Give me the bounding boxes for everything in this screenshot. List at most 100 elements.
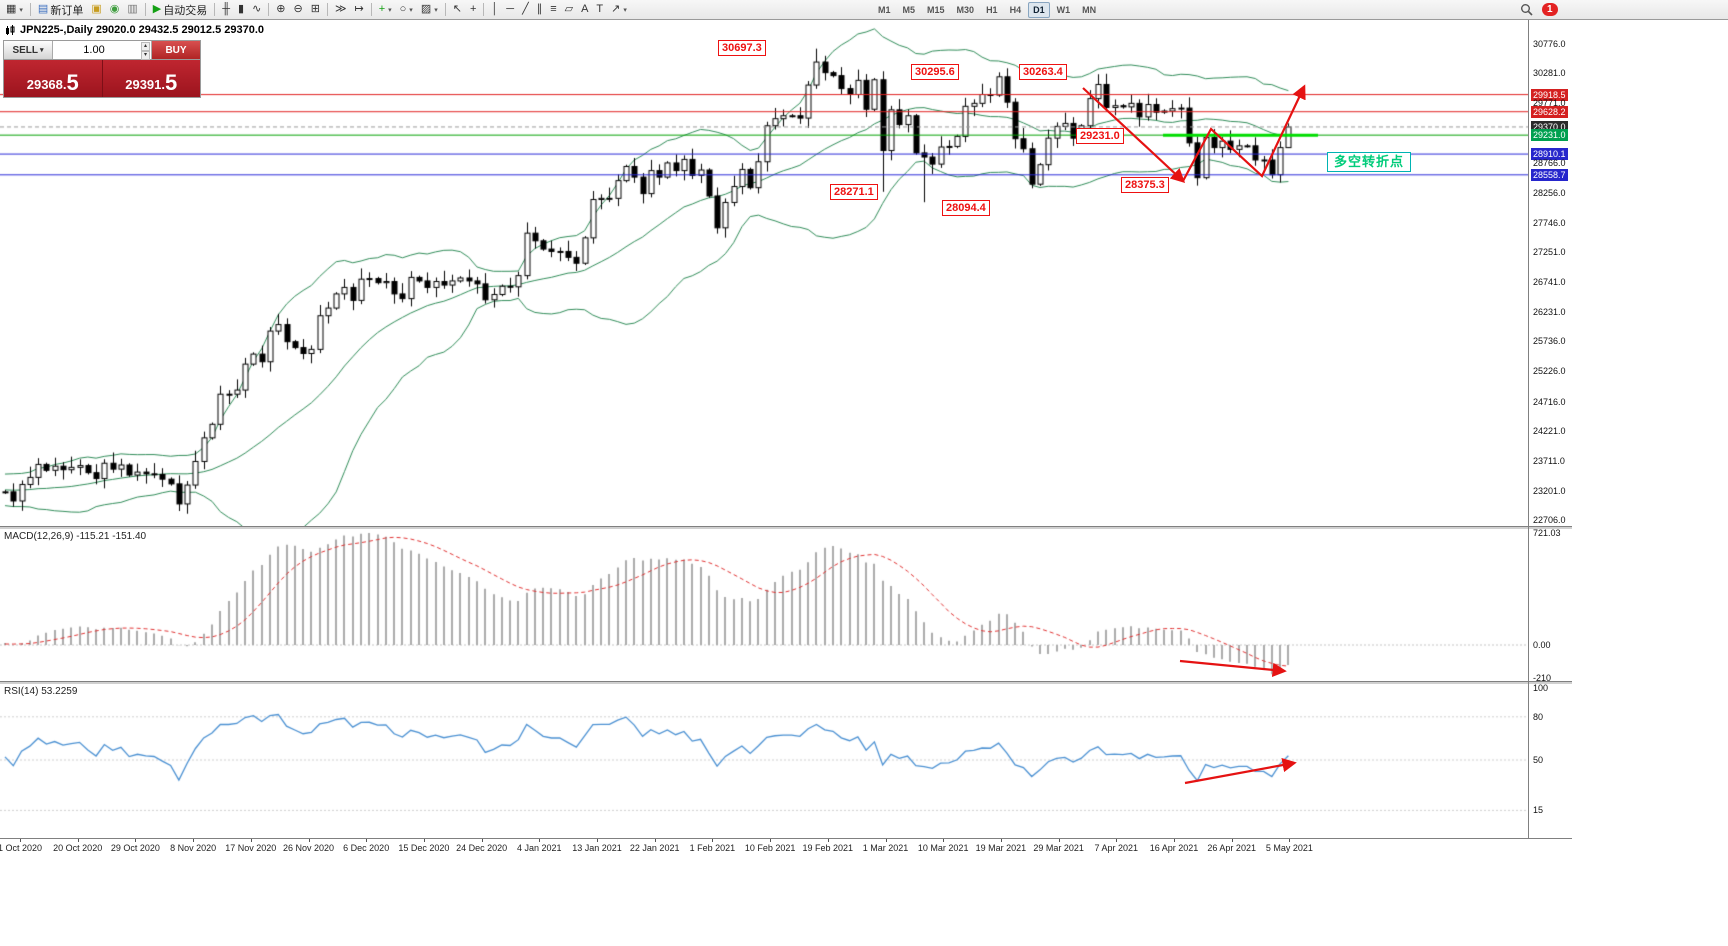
timeframe-mn-button[interactable]: MN — [1082, 4, 1097, 15]
templates-dropdown-icon[interactable]: ▾ — [434, 6, 438, 14]
time-axis[interactable]: 1 Oct 2020 20 Oct 2020 29 Oct 2020 8 Nov 20… — [0, 839, 1572, 863]
indicators-button[interactable]: + ▾ — [376, 2, 395, 17]
chart-shift-button[interactable]: ↦ — [351, 2, 366, 17]
volume-down-icon[interactable]: ▾ — [140, 51, 150, 60]
volume-spinner[interactable]: ▴ ▾ — [140, 42, 150, 60]
time-axis-tick — [135, 839, 137, 842]
timeframe-m30-button[interactable]: M30 — [956, 4, 975, 15]
zoom-in-icon: ⊕ — [276, 3, 286, 15]
candlestick-type-button[interactable]: ▮ — [235, 2, 247, 17]
macd-panel-canvas[interactable] — [0, 528, 1528, 681]
vertical-line-button[interactable]: │ — [488, 2, 501, 17]
navigator-button[interactable]: ◉ — [107, 2, 123, 17]
buy-price-big-digit: 5 — [165, 70, 178, 95]
trendline-button[interactable]: ╱ — [519, 2, 532, 17]
shapes-button[interactable]: ▱ — [562, 2, 576, 17]
zoom-in-button[interactable]: ⊕ — [273, 2, 288, 17]
swing-price-label[interactable]: 28094.4 — [942, 200, 990, 216]
time-axis-label: 1 Oct 2020 — [0, 843, 43, 853]
price-axis[interactable]: 30776.0 30281.0 29918.5 29771.0 29628.2 29370… — [1531, 20, 1726, 946]
time-axis-label: 19 Mar 2021 — [975, 843, 1027, 853]
timeframe-d1-button[interactable]: D1 — [1028, 1, 1050, 18]
cursor-icon: ↖ — [452, 3, 462, 15]
macd-label-values: -115.21 -151.40 — [76, 531, 147, 542]
horizontal-line-button[interactable]: ─ — [503, 2, 517, 17]
new-chart-button[interactable]: ▦ ▾ — [3, 2, 26, 17]
channel-button[interactable]: ∥ — [534, 2, 546, 17]
market-watch-button[interactable]: ▣ — [88, 2, 104, 17]
buy-price-button[interactable]: 29391. 5 — [101, 60, 200, 97]
time-axis-tick — [712, 839, 714, 842]
timeframe-m1-button[interactable]: M1 — [878, 4, 891, 15]
crosshair-button[interactable]: + — [467, 2, 479, 17]
buy-header-button[interactable]: BUY — [152, 41, 200, 59]
auto-scroll-button[interactable]: ≫ — [332, 2, 350, 17]
pivot-annotation[interactable]: 多空转折点 — [1327, 152, 1412, 172]
price-axis-tick: 26741.0 — [1533, 277, 1566, 288]
time-axis-label: 4 Jan 2021 — [517, 843, 562, 853]
swing-price-label[interactable]: 28271.1 — [830, 184, 878, 200]
text-button[interactable]: A — [578, 2, 591, 17]
trade-options-dropdown-icon[interactable]: ▾ — [40, 47, 44, 54]
timeframe-h1-button[interactable]: H1 — [986, 4, 998, 15]
volume-input[interactable] — [53, 42, 135, 58]
time-axis-tick — [1231, 839, 1233, 842]
swing-price-label[interactable]: 29231.0 — [1076, 128, 1124, 144]
templates-button[interactable]: ▨ ▾ — [418, 2, 441, 17]
zoom-out-button[interactable]: ⊖ — [291, 2, 306, 17]
panel-splitter-macd[interactable] — [0, 526, 1572, 529]
text-label-button[interactable]: T — [593, 2, 606, 17]
search-button[interactable] — [1517, 1, 1536, 18]
candlestick-type-icon: ▮ — [238, 3, 245, 15]
sell-price-big-digit: 5 — [66, 70, 79, 95]
main-chart-canvas[interactable] — [0, 20, 1528, 526]
timeframe-m5-button[interactable]: M5 — [902, 4, 916, 15]
new-order-button[interactable]: ▤ 新订单 — [35, 0, 86, 20]
timeframe-w1-button[interactable]: W1 — [1056, 4, 1071, 15]
notification-badge[interactable]: 1 — [1542, 3, 1558, 16]
level-price-tag: 29231.0 — [1531, 129, 1568, 142]
macd-axis-tick: 721.03 — [1533, 528, 1561, 538]
new-chart-dropdown-icon[interactable]: ▾ — [19, 6, 23, 14]
swing-price-label[interactable]: 28375.3 — [1121, 177, 1169, 193]
price-axis-tick: 26231.0 — [1533, 307, 1566, 318]
swing-price-label[interactable]: 30263.4 — [1019, 64, 1067, 80]
time-axis-label: 29 Mar 2021 — [1033, 843, 1084, 853]
chart-title-text: JPN225-,Daily 29020.0 29432.5 29012.5 29… — [20, 24, 265, 36]
swing-price-label[interactable]: 30295.6 — [911, 64, 959, 80]
sell-header-button[interactable]: SELL ▾ — [4, 41, 53, 59]
time-axis-label: 24 Dec 2020 — [456, 843, 508, 853]
swing-price-label[interactable]: 30697.3 — [718, 40, 766, 56]
periods-button[interactable]: ○ ▾ — [397, 2, 416, 17]
rsi-panel-canvas[interactable] — [0, 683, 1528, 838]
volume-field[interactable]: ▴▾ — [53, 41, 152, 60]
volume-up-icon[interactable]: ▴ — [140, 42, 150, 51]
arrows-button[interactable]: ↗ ▾ — [608, 2, 630, 17]
time-axis-tick — [1000, 839, 1002, 842]
toolbar-separator — [144, 3, 146, 16]
time-axis-tick — [481, 839, 483, 842]
terminal-icon: ▥ — [127, 3, 138, 15]
bar-chart-type-button[interactable]: ╫ — [219, 2, 233, 17]
shapes-icon: ▱ — [564, 3, 574, 15]
line-chart-type-button[interactable]: ∿ — [249, 2, 264, 17]
main-toolbar: ▦ ▾ ▤ 新订单 ▣ ◉ ▥ ▶ 自动交易 ╫ ▮ ∿ ⊕ ⊖ ⊞ ≫ ↦ + ▾ ○ ▾ ▨ ▾ ↖ + │ ─ ╱ ∥ ≡ ▱ A T ↗ ▾… — [0, 0, 1728, 20]
cursor-button[interactable]: ↖ — [450, 2, 465, 17]
tile-windows-button[interactable]: ⊞ — [308, 2, 323, 17]
panel-splitter-rsi[interactable] — [0, 681, 1572, 684]
indicators-dropdown-icon[interactable]: ▾ — [388, 6, 392, 14]
sell-price-button[interactable]: 29368. 5 — [4, 60, 102, 97]
new-chart-icon: ▦ — [6, 3, 17, 15]
fibonacci-button[interactable]: ≡ — [547, 2, 559, 17]
timeframe-h4-button[interactable]: H4 — [1009, 4, 1022, 15]
autotrading-button[interactable]: ▶ 自动交易 — [150, 0, 210, 20]
chart-title: JPN225-,Daily 29020.0 29432.5 29012.5 29… — [5, 24, 264, 36]
time-axis-label: 19 Feb 2021 — [802, 843, 854, 853]
indicators-icon: + — [378, 3, 386, 15]
timeframe-m15-button[interactable]: M15 — [927, 4, 945, 15]
arrows-dropdown-icon[interactable]: ▾ — [623, 6, 627, 14]
sell-price-main: 29368. — [26, 77, 67, 92]
periods-dropdown-icon[interactable]: ▾ — [409, 6, 413, 14]
toolbar-separator — [444, 3, 446, 16]
terminal-button[interactable]: ▥ — [124, 2, 140, 17]
